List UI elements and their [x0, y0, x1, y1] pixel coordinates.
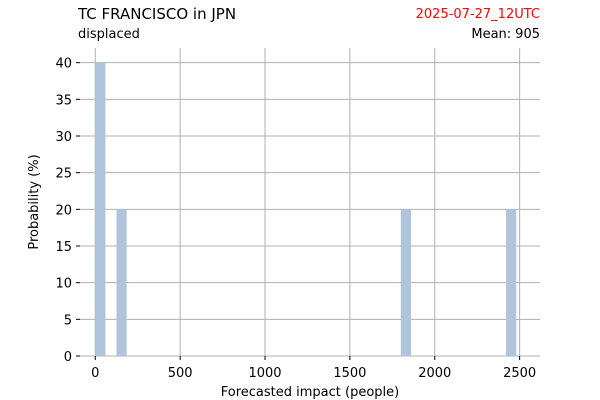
histogram-bar: [400, 209, 411, 356]
mean-readout: Mean: 905: [471, 27, 540, 42]
x-tick-label: 0: [91, 366, 99, 381]
mean-value: 905: [515, 27, 540, 42]
bar-series: [95, 62, 517, 357]
y-tick-label: 5: [64, 313, 72, 328]
y-tick-label: 25: [55, 167, 72, 182]
x-tick-label: 1500: [333, 366, 366, 381]
x-axis-ticks: 0 500 1000 1500 2000 2500: [91, 356, 536, 381]
x-tick-label: 2500: [503, 366, 536, 381]
grid-lines: [80, 48, 540, 357]
mean-label: Mean:: [471, 27, 512, 42]
x-tick-label: 1000: [248, 366, 281, 381]
histogram-bar: [116, 209, 127, 356]
x-axis-label: Forecasted impact (people): [221, 385, 399, 400]
x-tick-label: 2000: [418, 366, 451, 381]
forecast-timestamp: 2025-07-27_12UTC: [415, 7, 540, 22]
x-tick-label: 500: [168, 366, 193, 381]
y-tick-label: 0: [64, 350, 72, 365]
chart-title: TC FRANCISCO in JPN: [78, 5, 237, 23]
y-axis-label: Probability (%): [27, 154, 42, 249]
histogram-bar: [506, 209, 517, 356]
y-tick-label: 40: [55, 57, 72, 72]
y-tick-label: 15: [55, 240, 72, 255]
y-tick-label: 10: [55, 277, 72, 292]
y-tick-label: 20: [55, 203, 72, 218]
y-tick-label: 30: [55, 130, 72, 145]
chart-subtitle: displaced: [78, 27, 140, 42]
y-axis-ticks: 0 5 10 15 20 25 30 35 40: [55, 57, 80, 365]
y-tick-label: 35: [55, 93, 72, 108]
histogram-bar: [95, 62, 106, 357]
